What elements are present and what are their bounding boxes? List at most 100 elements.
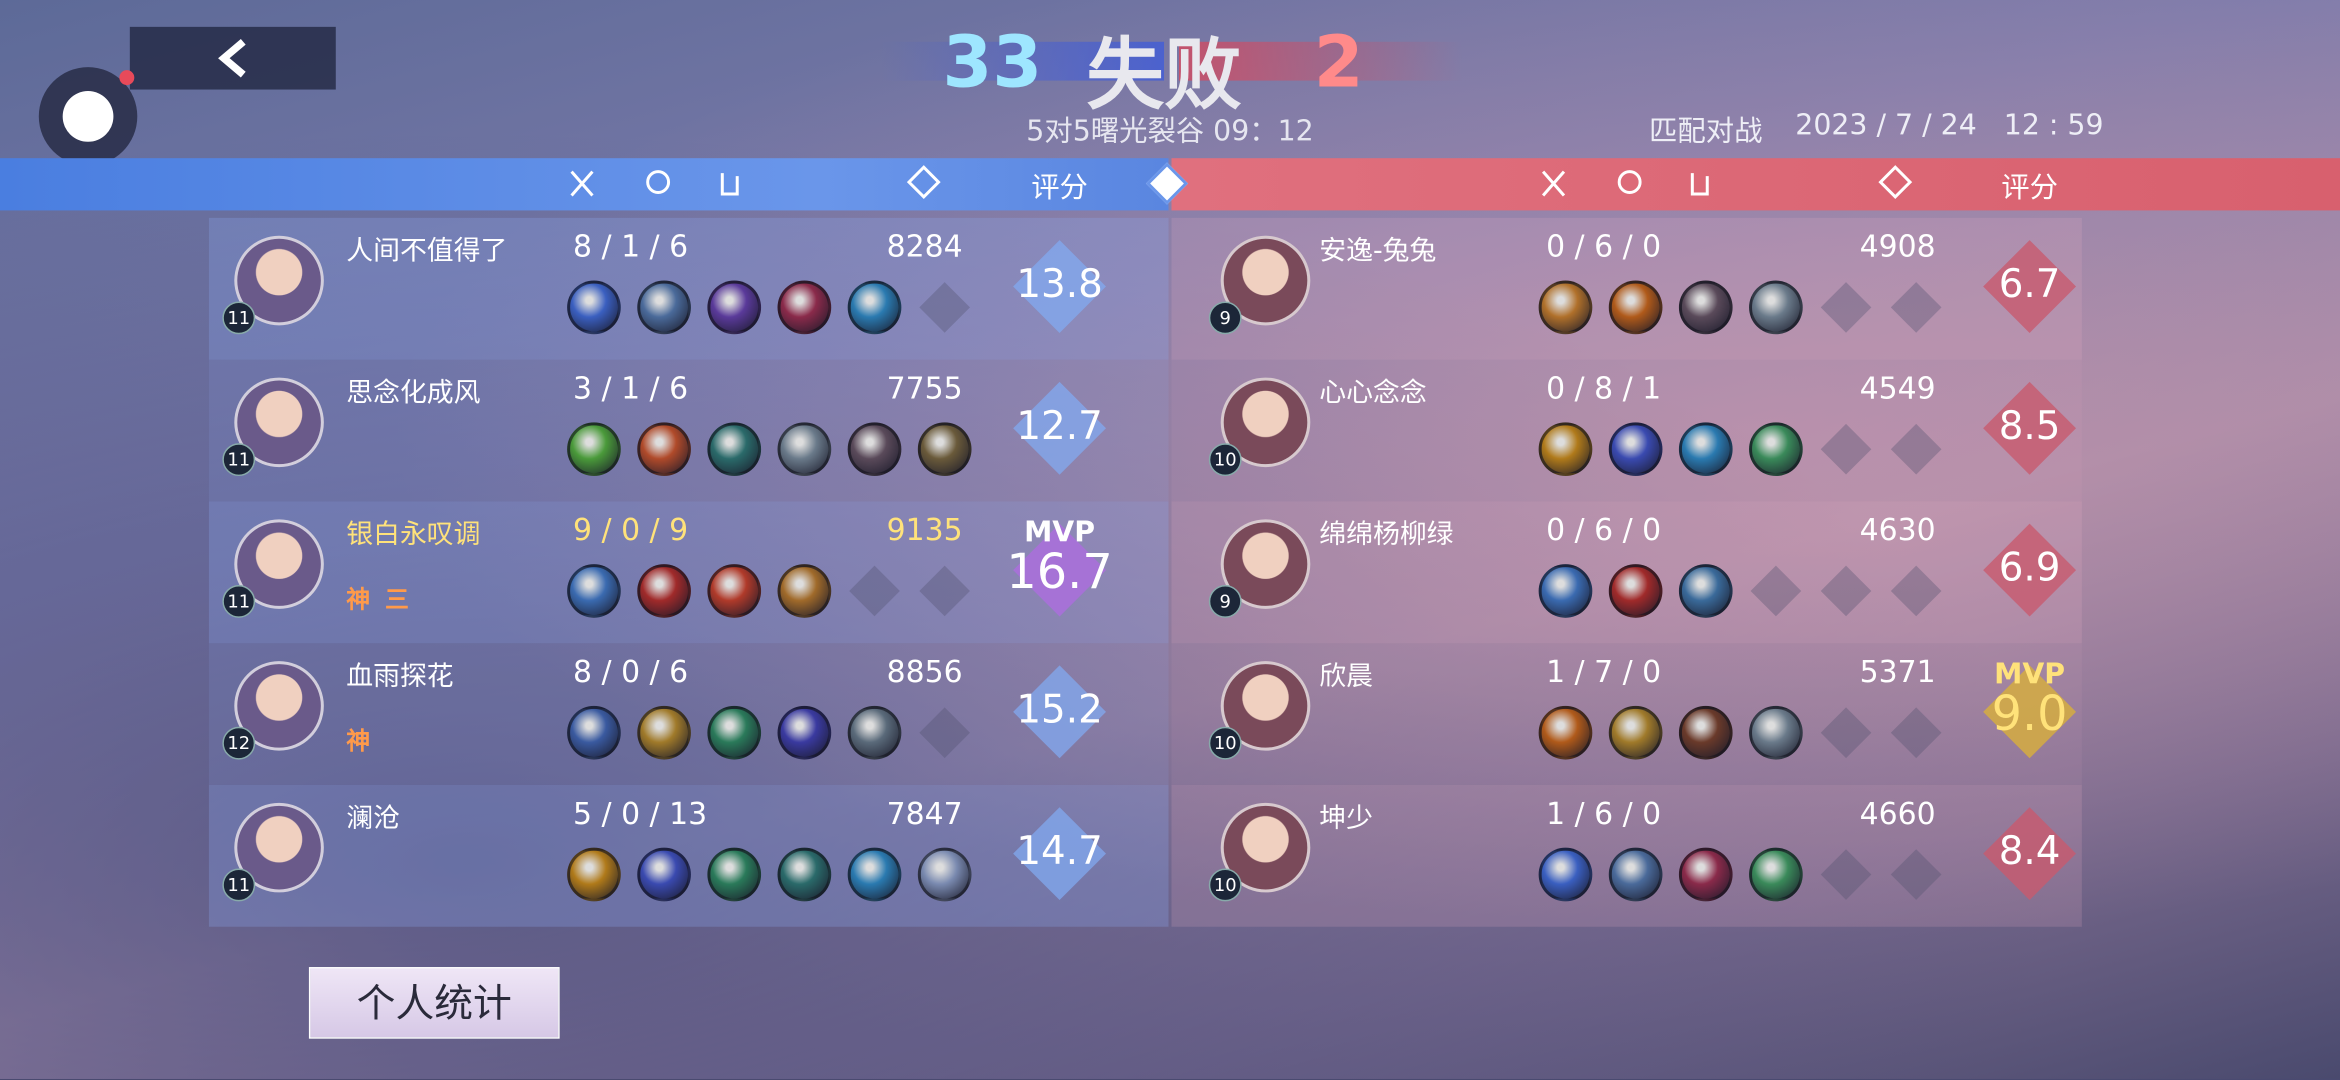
player-name: 澜沧 xyxy=(346,802,400,835)
item-icon xyxy=(1538,564,1593,618)
item-icon xyxy=(777,422,832,477)
player-badge: 三 xyxy=(385,585,409,614)
item-icon xyxy=(917,422,972,477)
item-icon xyxy=(777,564,832,618)
item-icon xyxy=(637,422,691,477)
item-icon xyxy=(567,847,621,902)
item-icon xyxy=(1678,422,1733,477)
player-gold: 5371 xyxy=(1859,653,1936,690)
player-row xyxy=(208,217,1169,360)
item-icon xyxy=(707,847,762,902)
player-row xyxy=(208,501,1169,644)
player-gold: 7847 xyxy=(886,795,963,832)
item-icon xyxy=(567,280,621,335)
item-icon xyxy=(1608,280,1663,335)
item-icon xyxy=(1538,280,1593,335)
item-icon xyxy=(637,705,691,760)
score-glow-left xyxy=(880,41,1165,81)
item-icon xyxy=(1538,705,1593,760)
record-dot xyxy=(62,91,114,142)
rating-header: 评分 xyxy=(2001,171,2058,205)
player-level: 11 xyxy=(222,301,256,335)
player-name: 银白永叹调 xyxy=(346,519,481,551)
player-badge: 神 xyxy=(346,726,371,756)
player-level: 10 xyxy=(1208,443,1242,477)
player-kda: 1 / 6 / 0 xyxy=(1546,795,1662,832)
item-icon xyxy=(1608,847,1663,902)
player-name: 绵绵杨柳绿 xyxy=(1319,519,1454,551)
player-name: 坤少 xyxy=(1319,802,1373,835)
rating-header: 评分 xyxy=(1031,171,1088,205)
player-rating: 14.7 xyxy=(1016,829,1103,875)
item-icon xyxy=(917,847,972,902)
player-kda: 8 / 1 / 6 xyxy=(573,228,689,265)
item-icon xyxy=(1678,847,1733,902)
result-text: 失败 xyxy=(1086,31,1242,121)
player-name: 人间不值得了 xyxy=(346,235,508,268)
player-row xyxy=(208,359,1169,502)
player-gold: 9135 xyxy=(886,511,963,548)
player-row xyxy=(208,784,1169,927)
player-name: 心心念念 xyxy=(1319,377,1427,409)
item-icon xyxy=(777,705,832,760)
item-icon xyxy=(847,847,902,902)
item-icon xyxy=(1678,564,1733,618)
item-icon xyxy=(567,422,621,477)
player-kda: 0 / 8 / 1 xyxy=(1546,370,1662,406)
player-gold: 4630 xyxy=(1859,511,1936,548)
player-badge: 神 xyxy=(346,585,371,614)
icon-group xyxy=(570,165,1913,199)
player-level: 9 xyxy=(1208,585,1242,618)
item-icon xyxy=(637,564,691,618)
record-button[interactable] xyxy=(38,67,138,166)
item-icon xyxy=(567,705,621,760)
mvp-label: MVP xyxy=(1024,516,1096,550)
player-kda: 1 / 7 / 0 xyxy=(1546,653,1662,690)
player-level: 12 xyxy=(222,726,256,760)
item-icon xyxy=(847,280,902,335)
player-name: 欣晨 xyxy=(1319,661,1373,693)
item-icon xyxy=(1749,705,1803,760)
match-type: 匹配对战 xyxy=(1649,114,1763,148)
item-icon xyxy=(707,564,762,618)
mode-text: 5对5曙光裂谷 09：12 xyxy=(1026,114,1314,148)
player-level: 11 xyxy=(222,443,256,477)
item-icon xyxy=(567,564,621,618)
item-icon xyxy=(637,280,691,335)
player-name: 血雨探花 xyxy=(346,661,454,693)
stats-button[interactable]: 个人统计 xyxy=(308,967,560,1039)
back-icon xyxy=(218,38,246,78)
item-icon xyxy=(1749,280,1803,335)
player-level: 10 xyxy=(1208,868,1242,902)
player-level: 11 xyxy=(222,585,256,618)
player-kda: 9 / 0 / 9 xyxy=(573,511,689,548)
item-icon xyxy=(1749,847,1803,902)
match-datetime: 2023 / 7 / 24 12 : 59 xyxy=(1795,108,2104,142)
item-icon xyxy=(777,280,832,335)
player-level: 9 xyxy=(1208,301,1242,335)
player-gold: 8284 xyxy=(886,228,963,265)
item-icon xyxy=(1678,280,1733,335)
item-icon xyxy=(777,847,832,902)
player-row xyxy=(208,643,1169,785)
mvp-label: MVP xyxy=(1994,658,2066,691)
team-bar-right xyxy=(1171,158,2340,211)
player-rating: 13.8 xyxy=(1016,262,1103,308)
item-icon xyxy=(847,422,902,477)
player-level: 10 xyxy=(1208,726,1242,760)
item-icon xyxy=(1608,705,1663,760)
player-kda: 0 / 6 / 0 xyxy=(1546,511,1662,548)
player-avatar xyxy=(1220,519,1311,609)
player-rating: 9.0 xyxy=(1991,684,2068,742)
item-icon xyxy=(707,705,762,760)
back-button[interactable] xyxy=(129,26,336,90)
column-icons xyxy=(570,165,1913,199)
player-gold: 7755 xyxy=(886,370,963,406)
player-rating: 6.9 xyxy=(1998,546,2061,591)
score-right: 2 xyxy=(1313,20,1364,105)
player-kda: 8 / 0 / 6 xyxy=(573,653,689,690)
item-icon xyxy=(1608,564,1663,618)
player-name: 思念化成风 xyxy=(346,377,481,409)
